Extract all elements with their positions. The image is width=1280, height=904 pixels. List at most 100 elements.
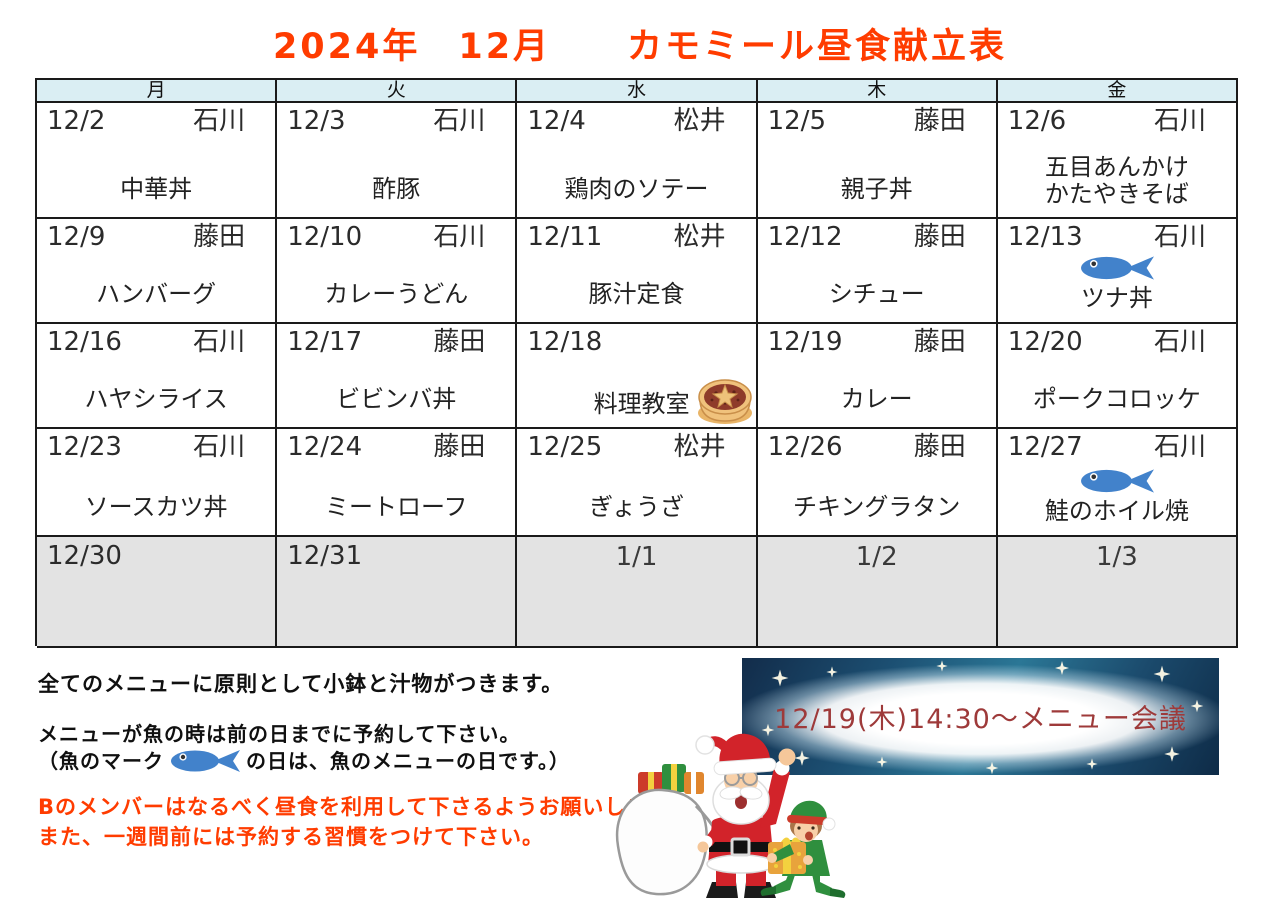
note-fish-line1: メニューが魚の時は前の日までに予約して下さい。 — [38, 722, 521, 746]
menu-cell-1-2: 1/2 — [757, 537, 998, 648]
menu-cell-12-11: 12/11 松井 豚汁定食 — [517, 219, 758, 324]
menu-cell-12-24: 12/24 藤田 ミートローフ — [277, 429, 518, 537]
cell-dish: ビビンバ丼 — [336, 385, 457, 414]
menu-cell-12-25: 12/25 松井 ぎょうざ — [517, 429, 758, 537]
cell-dish: 豚汁定食 — [588, 280, 685, 309]
cell-dish: カレー — [840, 385, 913, 414]
cell-staff: 藤田 — [193, 222, 246, 252]
day-header-tuesday: 火 — [277, 80, 518, 103]
page-title: 2024年 12月 カモミール昼食献立表 — [272, 27, 1008, 67]
cell-date: 12/6 — [1007, 106, 1067, 136]
cell-date: 12/5 — [767, 106, 826, 136]
cell-staff: 松井 — [673, 106, 726, 136]
cell-dish: 鶏肉のソテー — [564, 175, 709, 204]
day-header-wednesday: 水 — [517, 80, 758, 103]
menu-cell-12-26: 12/26 藤田 チキングラタン — [757, 429, 998, 537]
menu-cell-12-3: 12/3 石川 酢豚 — [277, 103, 518, 219]
cell-date: 12/30 — [47, 541, 122, 571]
menu-calendar-table: 月 火 水 木 金 12/2 石川 中華丼 12/3 石川 酢豚 12/4 松井 鶏肉… — [35, 78, 1238, 648]
menu-cell-12-27: 12/27 石川 鮭のホイル焼 — [997, 429, 1238, 537]
cell-date: 12/12 — [767, 222, 843, 252]
cell-staff: 石川 — [433, 106, 486, 136]
fish-icon — [1080, 469, 1154, 494]
cell-dish: 鮭のホイル焼 — [1044, 497, 1189, 526]
day-header-friday: 金 — [997, 80, 1238, 103]
menu-cell-12-18: 12/18 料理教室 — [517, 324, 758, 429]
cell-date: 12/4 — [527, 106, 586, 136]
cell-date: 12/31 — [287, 541, 363, 571]
menu-cell-12-6: 12/6 石川 五目あんかけ かたやきそば — [997, 103, 1238, 219]
menu-cell-12-31: 12/31 — [277, 537, 518, 648]
menu-cell-1-3: 1/3 — [997, 537, 1238, 648]
cell-date: 12/17 — [287, 327, 363, 357]
cell-staff: 石川 — [1153, 222, 1206, 252]
note-b-members-line2: また、一週間前には予約する習慣をつけて下さい。 — [38, 825, 544, 850]
menu-cell-12-16: 12/16 石川 ハヤシライス — [37, 324, 278, 429]
cell-dish: ツナ丼 — [1080, 284, 1153, 313]
cell-staff: 松井 — [673, 222, 726, 252]
menu-cell-12-17: 12/17 藤田 ビビンバ丼 — [277, 324, 518, 429]
menu-cell-12-12: 12/12 藤田 シチュー — [757, 219, 998, 324]
cell-date: 12/9 — [47, 222, 106, 252]
note-fish-reservation: メニューが魚の時は前の日までに予約して下さい。 （魚のマーク の日は、魚のメニュ… — [38, 722, 570, 775]
menu-cell-1-1: 1/1 — [517, 537, 758, 648]
menu-cell-12-13: 12/13 石川 ツナ丼 — [997, 219, 1238, 324]
cell-dish-line2: かたやきそば — [1044, 180, 1189, 209]
day-header-thursday: 木 — [757, 80, 998, 103]
menu-cell-12-2: 12/2 石川 中華丼 — [37, 103, 278, 219]
cell-date: 12/19 — [767, 327, 843, 357]
note-side-dishes: 全てのメニューに原則として小鉢と汁物がつきます。 — [38, 672, 564, 696]
day-header-monday: 月 — [37, 80, 278, 103]
cell-date: 12/3 — [287, 106, 346, 136]
note-fish-line2-post: の日は、魚のメニューの日です。） — [246, 748, 570, 773]
cell-dish: 中華丼 — [120, 175, 193, 204]
cell-dish: ポークコロッケ — [1032, 385, 1201, 414]
cell-date: 12/16 — [47, 327, 122, 357]
cell-staff: 藤田 — [433, 327, 486, 357]
fish-icon — [1080, 256, 1154, 281]
cell-date: 12/26 — [767, 432, 843, 462]
note-fish-line2-pre: （魚のマーク — [38, 748, 164, 773]
cell-dish: 五目あんかけ — [1044, 152, 1189, 181]
santa-and-elf-illustration — [600, 714, 850, 904]
fish-icon — [171, 750, 240, 772]
cell-staff: 藤田 — [913, 432, 966, 462]
cell-date: 1/3 — [1095, 542, 1138, 572]
cell-date: 12/27 — [1007, 432, 1083, 462]
cell-dish: 酢豚 — [372, 175, 421, 204]
cell-staff: 石川 — [193, 327, 246, 357]
cell-date: 12/23 — [47, 432, 122, 462]
cell-staff: 藤田 — [433, 432, 486, 462]
cell-date: 12/11 — [527, 222, 603, 252]
pie-icon — [696, 379, 753, 425]
cell-dish: シチュー — [828, 280, 925, 309]
cell-date: 1/1 — [615, 542, 658, 572]
cell-date: 12/20 — [1007, 327, 1083, 357]
cell-staff: 石川 — [1153, 327, 1206, 357]
menu-cell-12-9: 12/9 藤田 ハンバーグ — [37, 219, 278, 324]
cell-dish: カレーうどん — [324, 280, 469, 309]
note-b-members-line1: Bのメンバーはなるべく昼食を利用して下さるようお願いします。 — [38, 795, 691, 819]
cell-date: 12/25 — [527, 432, 603, 462]
cell-date: 1/2 — [855, 542, 898, 572]
menu-cell-12-19: 12/19 藤田 カレー — [757, 324, 998, 429]
cell-date: 12/24 — [287, 432, 363, 462]
cell-dish: ソースカツ丼 — [84, 493, 228, 522]
cell-staff: 石川 — [193, 432, 246, 462]
cell-dish: ぎょうざ — [589, 493, 684, 522]
cell-dish: ハンバーグ — [96, 280, 217, 309]
cell-staff: 石川 — [433, 222, 486, 252]
cell-staff: 藤田 — [913, 106, 966, 136]
menu-cell-12-23: 12/23 石川 ソースカツ丼 — [37, 429, 278, 537]
menu-cell-12-20: 12/20 石川 ポークコロッケ — [997, 324, 1238, 429]
meeting-banner-text: 12/19(木)14:30～メニュー会議 — [774, 704, 1187, 735]
menu-cell-12-4: 12/4 松井 鶏肉のソテー — [517, 103, 758, 219]
menu-cell-12-5: 12/5 藤田 親子丼 — [757, 103, 998, 219]
cell-dish: 親子丼 — [840, 175, 913, 204]
menu-cell-12-30: 12/30 — [37, 537, 278, 648]
cell-staff: 藤田 — [913, 327, 966, 357]
meeting-banner: 12/19(木)14:30～メニュー会議 — [742, 658, 1219, 775]
cell-staff: 藤田 — [913, 222, 966, 252]
cell-dish: ハヤシライス — [84, 385, 228, 414]
